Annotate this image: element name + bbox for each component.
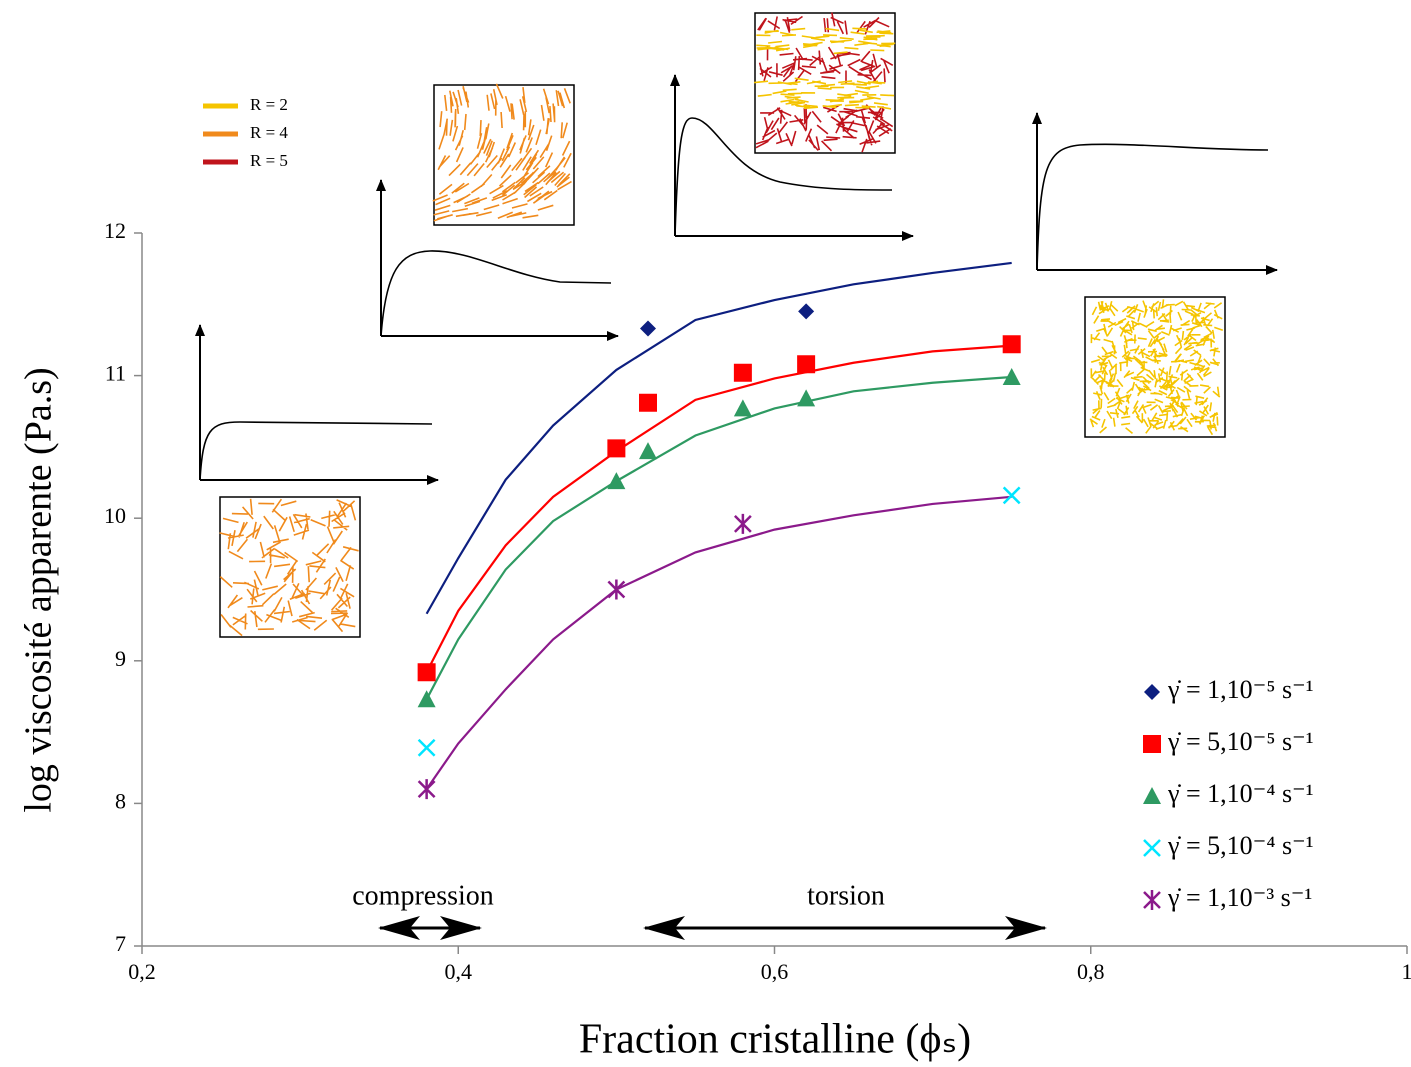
marker <box>733 513 752 534</box>
marker <box>797 355 816 374</box>
inset-legend: R = 2 R = 4 R = 5 <box>203 95 288 170</box>
inset-legend-label: R = 4 <box>250 123 288 142</box>
fit-curve <box>425 495 1012 790</box>
marker <box>607 472 626 490</box>
x-tick-label: 1 <box>1402 959 1411 984</box>
marker <box>417 690 436 708</box>
annotation: torsion <box>807 880 885 911</box>
fit-curve <box>425 375 1012 700</box>
marker <box>417 738 436 757</box>
ticks: 0,2 0,4 0,6 0,8 1 7 8 9 10 11 12 <box>104 218 1411 984</box>
y-tick-label: 10 <box>104 503 126 528</box>
marker <box>607 439 626 458</box>
texture-insets <box>219 12 1226 638</box>
legend-label: γ̇ = 1,10⁻⁴ s⁻¹ <box>1167 779 1314 808</box>
marker <box>417 663 436 682</box>
x-tick-label: 0,6 <box>761 959 789 984</box>
y-tick-label: 8 <box>115 788 126 813</box>
inset-curves <box>195 74 1278 485</box>
texture-needles <box>754 27 896 110</box>
marker <box>797 389 816 407</box>
legend-label: γ̇ = 5,10⁻⁴ s⁻¹ <box>1167 831 1314 860</box>
y-axis-label: log viscosité apparente (Pa.s) <box>18 367 60 812</box>
plot-area <box>417 261 1021 800</box>
marker <box>798 303 815 320</box>
marker <box>639 442 657 460</box>
annotation: compression <box>352 880 494 911</box>
y-tick-label: 9 <box>115 646 126 671</box>
marker <box>607 579 626 600</box>
texture-needles <box>755 12 894 153</box>
legend-label: γ̇ = 5,10⁻⁵ s⁻¹ <box>1167 727 1314 756</box>
texture-needles <box>432 83 572 222</box>
y-tick-label: 11 <box>105 361 126 386</box>
legend-marker <box>1143 890 1161 910</box>
marker <box>1002 335 1021 354</box>
legend-label: γ̇ = 1,10⁻³ s⁻¹ <box>1167 883 1312 912</box>
legend-label: γ̇ = 1,10⁻⁵ s⁻¹ <box>1167 675 1314 704</box>
x-tick-label: 0,2 <box>128 959 156 984</box>
marker <box>417 779 436 800</box>
marker <box>640 320 656 337</box>
inset-legend-label: R = 2 <box>250 95 288 114</box>
fit-curve <box>425 344 1012 673</box>
inset-legend-label: R = 5 <box>250 151 288 170</box>
legend-marker <box>1143 787 1161 804</box>
texture-needles <box>219 498 359 637</box>
legend-marker <box>1143 839 1161 857</box>
marker <box>639 393 657 412</box>
marker <box>1002 368 1021 386</box>
legend-marker <box>1143 735 1161 753</box>
marker <box>1002 486 1021 505</box>
marker <box>733 363 752 382</box>
x-axis-label: Fraction cristalline (ϕₛ) <box>579 1017 971 1063</box>
x-tick-label: 0,4 <box>445 959 473 984</box>
fit-curve <box>425 261 1012 615</box>
legend: γ̇ = 1,10⁻⁵ s⁻¹ γ̇ = 5,10⁻⁵ s⁻¹ γ̇ = 1,10⁻… <box>1143 675 1314 912</box>
marker <box>733 399 752 417</box>
y-tick-label: 7 <box>115 931 126 956</box>
texture-needles <box>1089 299 1224 436</box>
legend-marker <box>1144 684 1160 700</box>
x-tick-label: 0,8 <box>1077 959 1105 984</box>
y-tick-label: 12 <box>104 218 126 243</box>
